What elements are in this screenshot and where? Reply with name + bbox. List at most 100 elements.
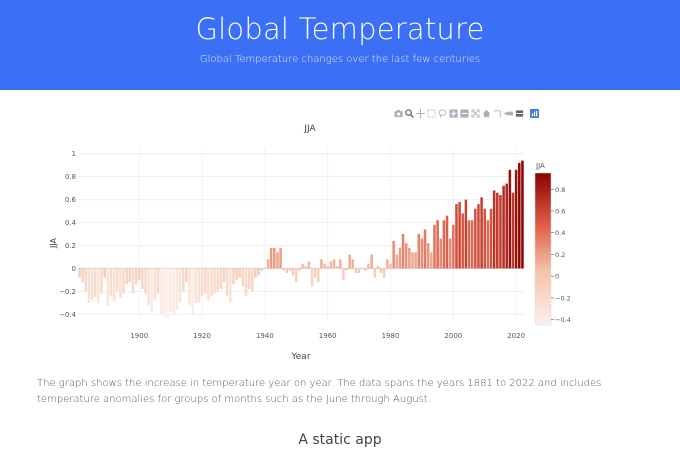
bar-2019[interactable] (511, 192, 515, 269)
bar-1966[interactable] (345, 268, 348, 271)
zoom-in-icon[interactable] (448, 107, 458, 119)
bar-1980[interactable] (389, 263, 392, 269)
bar-2013[interactable] (492, 190, 496, 269)
bar-1907[interactable] (159, 268, 163, 315)
bar-1995[interactable] (436, 220, 439, 269)
bar-1976[interactable] (376, 266, 380, 269)
bar-1953[interactable] (304, 266, 307, 269)
bar-1957[interactable] (317, 268, 320, 283)
bar-1931[interactable] (235, 268, 238, 280)
bar-1979[interactable] (386, 259, 389, 269)
bar-2018[interactable] (508, 169, 512, 269)
bar-1977[interactable] (379, 268, 383, 273)
bar-1884[interactable] (87, 268, 91, 303)
bar-1919[interactable] (197, 268, 201, 303)
bar-2022[interactable] (521, 160, 524, 269)
bar-1935[interactable] (247, 268, 251, 290)
bar-1990[interactable] (420, 238, 424, 269)
bar-1985[interactable] (404, 243, 408, 269)
bar-2021[interactable] (518, 162, 521, 269)
bar-1965[interactable] (342, 268, 345, 280)
bar-1915[interactable] (185, 268, 188, 283)
bar-1924[interactable] (213, 268, 216, 294)
bar-1959[interactable] (323, 263, 326, 269)
bar-1904[interactable] (150, 268, 154, 312)
bar-1893[interactable] (116, 268, 119, 292)
bar-1958[interactable] (320, 259, 323, 269)
bar-1961[interactable] (329, 261, 333, 269)
bar-1937[interactable] (254, 268, 257, 278)
bar-1912[interactable] (175, 268, 179, 310)
bar-1981[interactable] (392, 240, 395, 269)
bar-1906[interactable] (156, 268, 160, 294)
bar-2006[interactable] (470, 220, 474, 269)
bar-1899[interactable] (134, 268, 138, 285)
bar-1991[interactable] (423, 229, 427, 269)
bar-1988[interactable] (414, 252, 417, 269)
bar-2007[interactable] (474, 208, 477, 269)
bar-2012[interactable] (489, 208, 493, 269)
bar-1909[interactable] (166, 268, 169, 319)
bar-1918[interactable] (194, 268, 198, 303)
bar-1960[interactable] (326, 266, 329, 269)
bar-1895[interactable] (122, 268, 125, 294)
bar-1882[interactable] (81, 268, 84, 283)
bar-2017[interactable] (505, 183, 508, 269)
bar-1955[interactable] (310, 268, 314, 287)
bar-1902[interactable] (144, 268, 147, 294)
bar-1989[interactable] (417, 234, 421, 269)
bar-1999[interactable] (448, 238, 452, 269)
bar-1930[interactable] (232, 268, 235, 285)
bar-2009[interactable] (480, 197, 483, 269)
bar-1881[interactable] (78, 268, 81, 278)
bar-1936[interactable] (251, 268, 254, 292)
bar-1987[interactable] (411, 252, 414, 269)
bar-2016[interactable] (502, 185, 505, 269)
bar-1941[interactable] (266, 259, 270, 269)
bar-1946[interactable] (282, 268, 285, 271)
bar-1926[interactable] (219, 268, 223, 290)
bar-1997[interactable] (442, 220, 446, 269)
bar-1947[interactable] (285, 268, 289, 273)
bar-1887[interactable] (97, 268, 100, 303)
bar-1944[interactable] (276, 252, 279, 269)
bar-1905[interactable] (153, 268, 157, 301)
bar-1896[interactable] (125, 268, 128, 285)
bar-2005[interactable] (467, 220, 471, 269)
bar-1983[interactable] (398, 247, 402, 269)
bar-1940[interactable] (263, 268, 267, 269)
bar-1956[interactable] (313, 268, 317, 278)
hover-closest-icon[interactable] (503, 107, 513, 119)
bar-1933[interactable] (241, 268, 245, 287)
plotly-logo-icon[interactable] (529, 107, 539, 119)
bar-1972[interactable] (364, 268, 367, 271)
bar-1998[interactable] (445, 215, 449, 269)
autoscale-icon[interactable] (470, 107, 480, 119)
bar-1971[interactable] (360, 268, 364, 269)
bar-1934[interactable] (244, 268, 248, 296)
bar-1969[interactable] (354, 268, 358, 273)
bar-1962[interactable] (332, 259, 336, 269)
bar-1920[interactable] (200, 268, 204, 296)
bar-1901[interactable] (141, 268, 144, 290)
bar-1928[interactable] (225, 268, 229, 296)
bar-2003[interactable] (461, 213, 465, 269)
bar-1894[interactable] (119, 268, 122, 299)
bar-1994[interactable] (433, 224, 436, 269)
bar-1952[interactable] (301, 263, 304, 269)
bar-1982[interactable] (395, 254, 399, 269)
bar-1914[interactable] (181, 268, 185, 292)
bar-1968[interactable] (351, 259, 355, 269)
bar-1898[interactable] (131, 268, 135, 294)
bar-1950[interactable] (295, 268, 298, 283)
bar-1883[interactable] (84, 268, 88, 292)
bar-1978[interactable] (382, 268, 386, 278)
zoom-out-icon[interactable] (459, 107, 469, 119)
bar-2001[interactable] (455, 204, 458, 269)
bar-1890[interactable] (106, 268, 110, 306)
bar-1967[interactable] (348, 254, 351, 269)
bar-1948[interactable] (288, 268, 292, 271)
bar-1911[interactable] (172, 268, 176, 315)
spike-lines-icon[interactable] (492, 107, 502, 119)
bar-1974[interactable] (370, 254, 373, 269)
